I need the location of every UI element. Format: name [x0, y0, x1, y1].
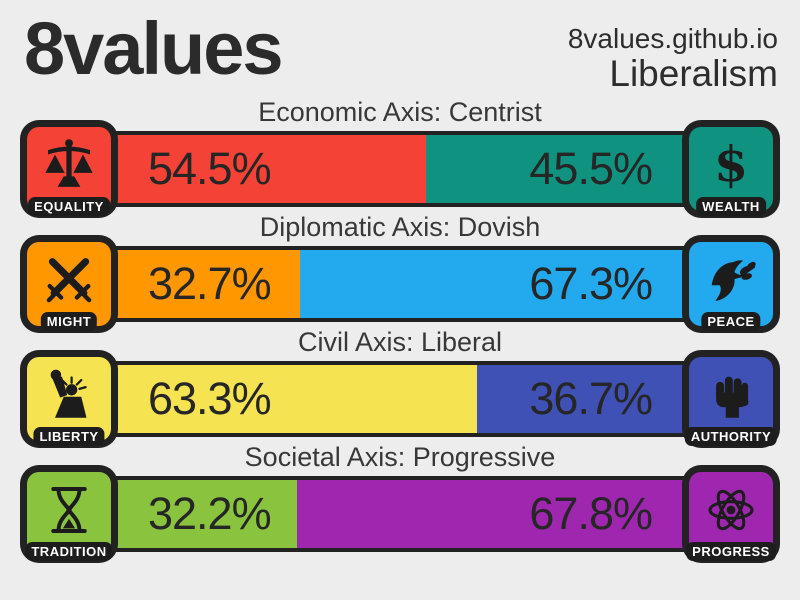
axis-bar-row: TRADITION 32.2% 67.8%: [0, 465, 800, 563]
civil-bar: 63.3% 36.7%: [106, 361, 694, 437]
axis-right-percent: 67.8%: [529, 488, 653, 539]
axis-right-segment: 45.5%: [426, 135, 690, 203]
axis-right-label: AUTHORITY: [684, 427, 778, 446]
scales-icon: [45, 139, 93, 187]
axis-left-label: TRADITION: [25, 542, 113, 561]
diplomatic-bar: 32.7% 67.3%: [106, 246, 694, 322]
axis-right-percent: 36.7%: [529, 373, 653, 424]
axis-diplomatic: Diplomatic Axis: Dovish: [0, 211, 800, 333]
axis-right-label: WEALTH: [696, 197, 766, 216]
progress-badge: PROGRESS: [682, 465, 780, 563]
header-right: 8values.github.io Liberalism: [567, 23, 778, 94]
axis-left-segment: 63.3%: [110, 365, 478, 433]
axis-bar-row: MIGHT 32.7% 67.3%: [0, 235, 800, 333]
axis-left-label: LIBERTY: [33, 427, 105, 446]
axis-title: Societal Axis: Progressive: [244, 442, 556, 472]
dove-icon: [711, 260, 756, 301]
axis-title: Civil Axis: Liberal: [297, 327, 503, 357]
peace-badge: PEACE: [682, 235, 780, 333]
wealth-badge: $ WEALTH: [682, 120, 780, 218]
closest-match-result: Liberalism: [609, 52, 778, 94]
axis-economic: Economic Axis: Centrist: [0, 96, 800, 218]
axis-left-percent: 32.2%: [148, 488, 272, 539]
axis-bar-row: EQUALITY 54.5% 45.5% $ W: [0, 120, 800, 218]
axis-right-label: PROGRESS: [686, 542, 776, 561]
equality-badge: EQUALITY: [20, 120, 118, 218]
axes-list: Economic Axis: Centrist: [0, 96, 800, 563]
axis-left-segment: 54.5%: [110, 135, 427, 203]
axis-left-segment: 32.2%: [110, 480, 297, 548]
axis-right-percent: 67.3%: [529, 258, 653, 309]
statue-of-liberty-icon: [50, 369, 87, 418]
axis-right-segment: 36.7%: [477, 365, 690, 433]
svg-text:$: $: [714, 137, 748, 193]
axis-left-segment: 32.7%: [110, 250, 300, 318]
axis-right-percent: 45.5%: [529, 143, 653, 194]
fist-icon: [716, 376, 749, 418]
dollar-icon: $: [714, 137, 748, 193]
axis-bar-row: LIBERTY 63.3% 36.7%: [0, 350, 800, 448]
axis-right-label: PEACE: [701, 312, 761, 331]
axis-right-segment: 67.8%: [296, 480, 690, 548]
site-url: 8values.github.io: [567, 23, 778, 54]
atom-icon: [708, 489, 754, 531]
economic-bar: 54.5% 45.5%: [106, 131, 694, 207]
societal-bar: 32.2% 67.8%: [106, 476, 694, 552]
axis-right-segment: 67.3%: [299, 250, 690, 318]
authority-badge: AUTHORITY: [682, 350, 780, 448]
page-title: 8values: [24, 7, 284, 90]
hourglass-icon: [51, 487, 87, 533]
axis-societal: Societal Axis: Progressive: [0, 441, 800, 563]
axis-left-label: EQUALITY: [28, 197, 110, 216]
liberty-badge: LIBERTY: [20, 350, 118, 448]
axis-left-percent: 54.5%: [148, 143, 272, 194]
axis-left-percent: 32.7%: [148, 258, 272, 309]
axis-title: Economic Axis: Centrist: [258, 97, 542, 127]
might-badge: MIGHT: [20, 235, 118, 333]
crossed-swords-icon: [46, 258, 92, 303]
axis-left-percent: 63.3%: [148, 373, 272, 424]
axis-civil: Civil Axis: Liberal: [0, 326, 800, 448]
axis-left-label: MIGHT: [40, 312, 98, 331]
tradition-badge: TRADITION: [20, 465, 118, 563]
axis-title: Diplomatic Axis: Dovish: [259, 212, 541, 242]
